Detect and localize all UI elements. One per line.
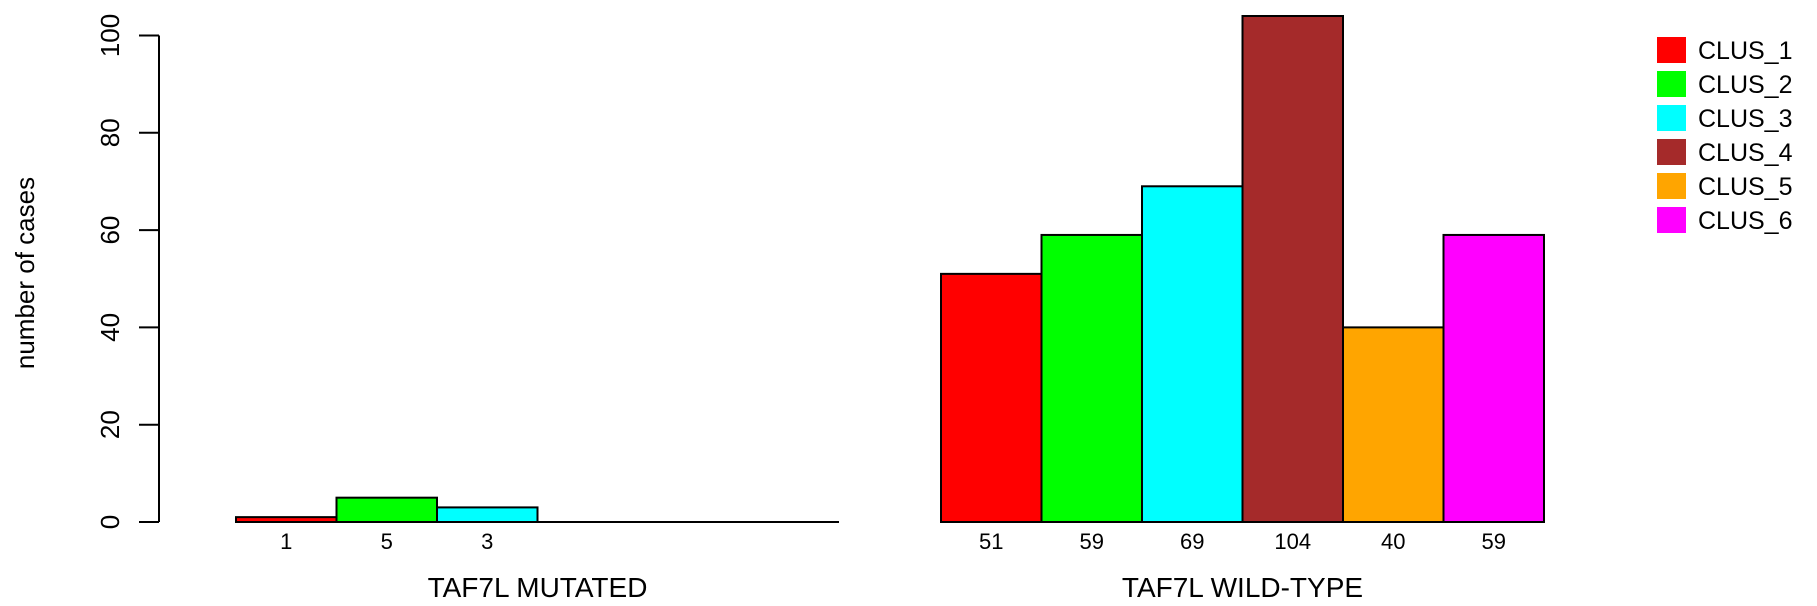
legend-label: CLUS_6 — [1698, 207, 1793, 235]
bar-value-label: 69 — [1180, 529, 1204, 554]
legend-swatch — [1657, 173, 1686, 199]
bar-value-label: 3 — [481, 529, 493, 554]
legend-swatch — [1657, 207, 1686, 233]
bar — [1241, 15, 1344, 523]
bar-group: 51 59 69 104 40 59 TAF7L WILD-TYPE — [940, 15, 1545, 603]
y-tick-label: 60 — [95, 216, 125, 245]
legend-swatch — [1657, 71, 1686, 97]
bar-value-label: 5 — [381, 529, 393, 554]
bar — [1040, 233, 1143, 523]
bar-value-label: 59 — [1482, 529, 1506, 554]
bar — [1141, 185, 1244, 524]
legend: CLUS_1 CLUS_2 CLUS_3 CLUS_4 CLUS_5 CLUS_6 — [1657, 37, 1793, 235]
legend-label: CLUS_4 — [1698, 139, 1793, 167]
bar — [436, 506, 539, 523]
bar — [335, 496, 438, 523]
group-label: TAF7L MUTATED — [428, 572, 648, 603]
legend-label: CLUS_5 — [1698, 173, 1793, 201]
bar-value-label: 51 — [979, 529, 1003, 554]
legend-swatch — [1657, 105, 1686, 131]
bar — [940, 272, 1043, 523]
y-tick-label: 80 — [95, 118, 125, 147]
y-axis: 0 20 40 60 80 100 — [95, 14, 160, 529]
y-tick-label: 100 — [95, 14, 125, 57]
y-axis-label: number of cases — [10, 177, 40, 369]
bar-groups: 1 5 3 TAF7L MUTATED 51 59 69 104 40 59 TAF7L WILD-… — [235, 15, 1545, 603]
bar — [1442, 233, 1545, 523]
bar-value-label: 1 — [280, 529, 292, 554]
legend-swatch — [1657, 37, 1686, 63]
legend-label: CLUS_1 — [1698, 37, 1793, 65]
bar-group: 1 5 3 TAF7L MUTATED — [235, 496, 839, 603]
y-tick-label: 0 — [95, 515, 125, 529]
y-tick-label: 20 — [95, 410, 125, 439]
legend-swatch — [1657, 139, 1686, 165]
group-label: TAF7L WILD-TYPE — [1122, 572, 1363, 603]
y-tick-label: 40 — [95, 313, 125, 342]
bar-value-label: 59 — [1080, 529, 1104, 554]
bar-value-label: 104 — [1274, 529, 1311, 554]
bar — [1342, 326, 1445, 523]
legend-label: CLUS_2 — [1698, 71, 1793, 99]
bar-value-label: 40 — [1381, 529, 1405, 554]
legend-label: CLUS_3 — [1698, 105, 1793, 133]
